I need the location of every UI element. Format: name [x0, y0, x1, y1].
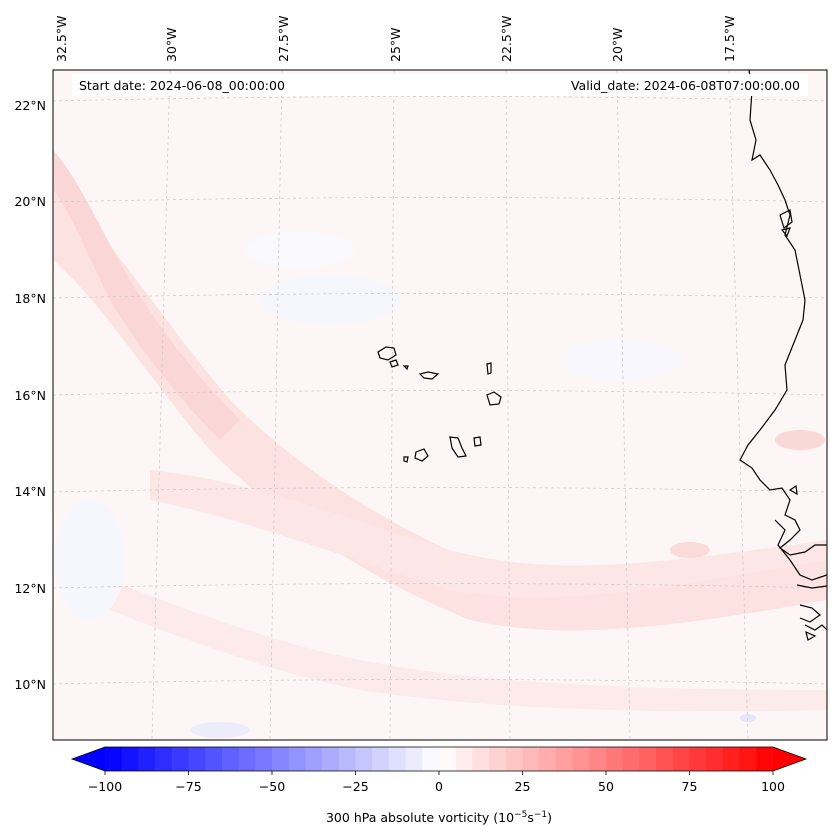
- colorbar-block: [221, 747, 240, 771]
- lon-label: 22.5°W: [499, 16, 514, 62]
- vorticity-field: [53, 70, 827, 740]
- island-fogo: [414, 448, 429, 462]
- colorbar-blocks: [72, 747, 806, 771]
- colorbar-extend-max: [773, 747, 806, 771]
- colorbar-block: [722, 747, 741, 771]
- colorbar-block: [171, 747, 189, 771]
- lat-label: 10°N: [14, 677, 46, 692]
- lon-label: 27.5°W: [276, 16, 291, 62]
- colorbar-block: [555, 747, 574, 771]
- coastlines: [377, 70, 827, 641]
- colorbar-block: [205, 747, 223, 771]
- cbar-tick-label: −75: [175, 779, 201, 794]
- island-brava: [403, 456, 409, 463]
- colorbar-block: [522, 747, 540, 771]
- cbar-tick-label: 100: [761, 779, 785, 794]
- lat-label: 12°N: [14, 581, 46, 596]
- colorbar-extend-min: [72, 747, 105, 771]
- colorbar-block: [622, 747, 640, 771]
- colorbar-block: [388, 747, 407, 771]
- colorbar-block: [322, 747, 340, 771]
- island-maio: [473, 436, 482, 447]
- graticule: [53, 70, 827, 740]
- colorbar-block: [689, 747, 707, 771]
- colorbar-tick-labels: −100 −75 −50 −25 0 25 50 75 100: [88, 779, 785, 794]
- cbar-tick-label: −50: [259, 779, 285, 794]
- lat-label: 22°N: [14, 98, 46, 113]
- colorbar-block: [355, 747, 373, 771]
- coast-inlet: [779, 209, 793, 229]
- island-sal: [486, 362, 492, 375]
- coast-island-1: [788, 484, 798, 496]
- colorbar-block: [439, 747, 457, 771]
- cbar-tick-label: 25: [515, 779, 531, 794]
- colorbar-block: [606, 747, 624, 771]
- lat-label: 14°N: [14, 484, 46, 499]
- cbar-tick-label: 50: [598, 779, 614, 794]
- colorbar-block: [639, 747, 657, 771]
- colorbar-block: [255, 747, 273, 771]
- colorbar-block: [338, 747, 356, 771]
- colorbar-block: [656, 747, 674, 771]
- colorbar-block: [539, 747, 557, 771]
- island-santiago: [449, 436, 467, 458]
- longitude-labels: 32.5°W 30°W 27.5°W 25°W 22.5°W 20°W 17.5…: [54, 16, 737, 62]
- colorbar-ticks: [104, 771, 774, 775]
- colorbar-block: [706, 747, 724, 771]
- lon-label: 32.5°W: [54, 16, 69, 62]
- colorbar-block: [756, 747, 774, 771]
- map-frame: [52, 69, 828, 741]
- colorbar: −100 −75 −50 −25 0 25 50 75 100 300 hPa …: [70, 746, 808, 825]
- coast-inlet-2: [780, 227, 791, 238]
- start-date-label: Start date: 2024-06-08_00:00:00: [79, 78, 285, 93]
- colorbar-block: [739, 747, 757, 771]
- lon-label: 30°W: [164, 27, 179, 62]
- island-santo-antao: [377, 346, 397, 361]
- colorbar-block: [589, 747, 607, 771]
- island-sao-vicente: [389, 359, 399, 368]
- island-sao-nicolau: [418, 371, 440, 380]
- cbar-tick-label: 75: [682, 779, 698, 794]
- valid-date-label: Valid_date: 2024-06-08T07:00:00.00: [571, 78, 800, 93]
- lat-label: 20°N: [14, 194, 46, 209]
- colorbar-block: [422, 747, 440, 771]
- colorbar-block: [272, 747, 290, 771]
- lat-label: 18°N: [14, 291, 46, 306]
- africa-coastline: [739, 70, 827, 641]
- lat-label: 16°N: [14, 388, 46, 403]
- colorbar-block: [188, 747, 206, 771]
- colorbar-block: [405, 747, 423, 771]
- colorbar-block: [305, 747, 323, 771]
- colorbar-block: [455, 747, 473, 771]
- cbar-tick-label: −25: [342, 779, 368, 794]
- colorbar-block: [105, 747, 123, 771]
- colorbar-block: [121, 747, 139, 771]
- colorbar-block: [238, 747, 256, 771]
- lon-label: 25°W: [388, 27, 403, 62]
- colorbar-block: [472, 747, 490, 771]
- colorbar-block: [372, 747, 390, 771]
- info-band: [72, 74, 808, 96]
- lon-label: 17.5°W: [722, 16, 737, 62]
- island-boa-vista: [486, 391, 502, 406]
- colorbar-block: [288, 747, 306, 771]
- colorbar-block: [572, 747, 590, 771]
- island-santa-luzia: [402, 365, 409, 371]
- colorbar-block: [138, 747, 156, 771]
- colorbar-block: [489, 747, 507, 771]
- latitude-labels: 22°N 20°N 18°N 16°N 14°N 12°N 10°N: [14, 98, 46, 692]
- colorbar-block: [672, 747, 690, 771]
- cbar-tick-label: 0: [435, 779, 443, 794]
- colorbar-block: [505, 747, 523, 771]
- lon-label: 20°W: [610, 27, 625, 62]
- colorbar-block: [155, 747, 173, 771]
- cbar-tick-label: −100: [88, 779, 122, 794]
- colorbar-title: 300 hPa absolute vorticity (10−5s−1): [326, 810, 552, 825]
